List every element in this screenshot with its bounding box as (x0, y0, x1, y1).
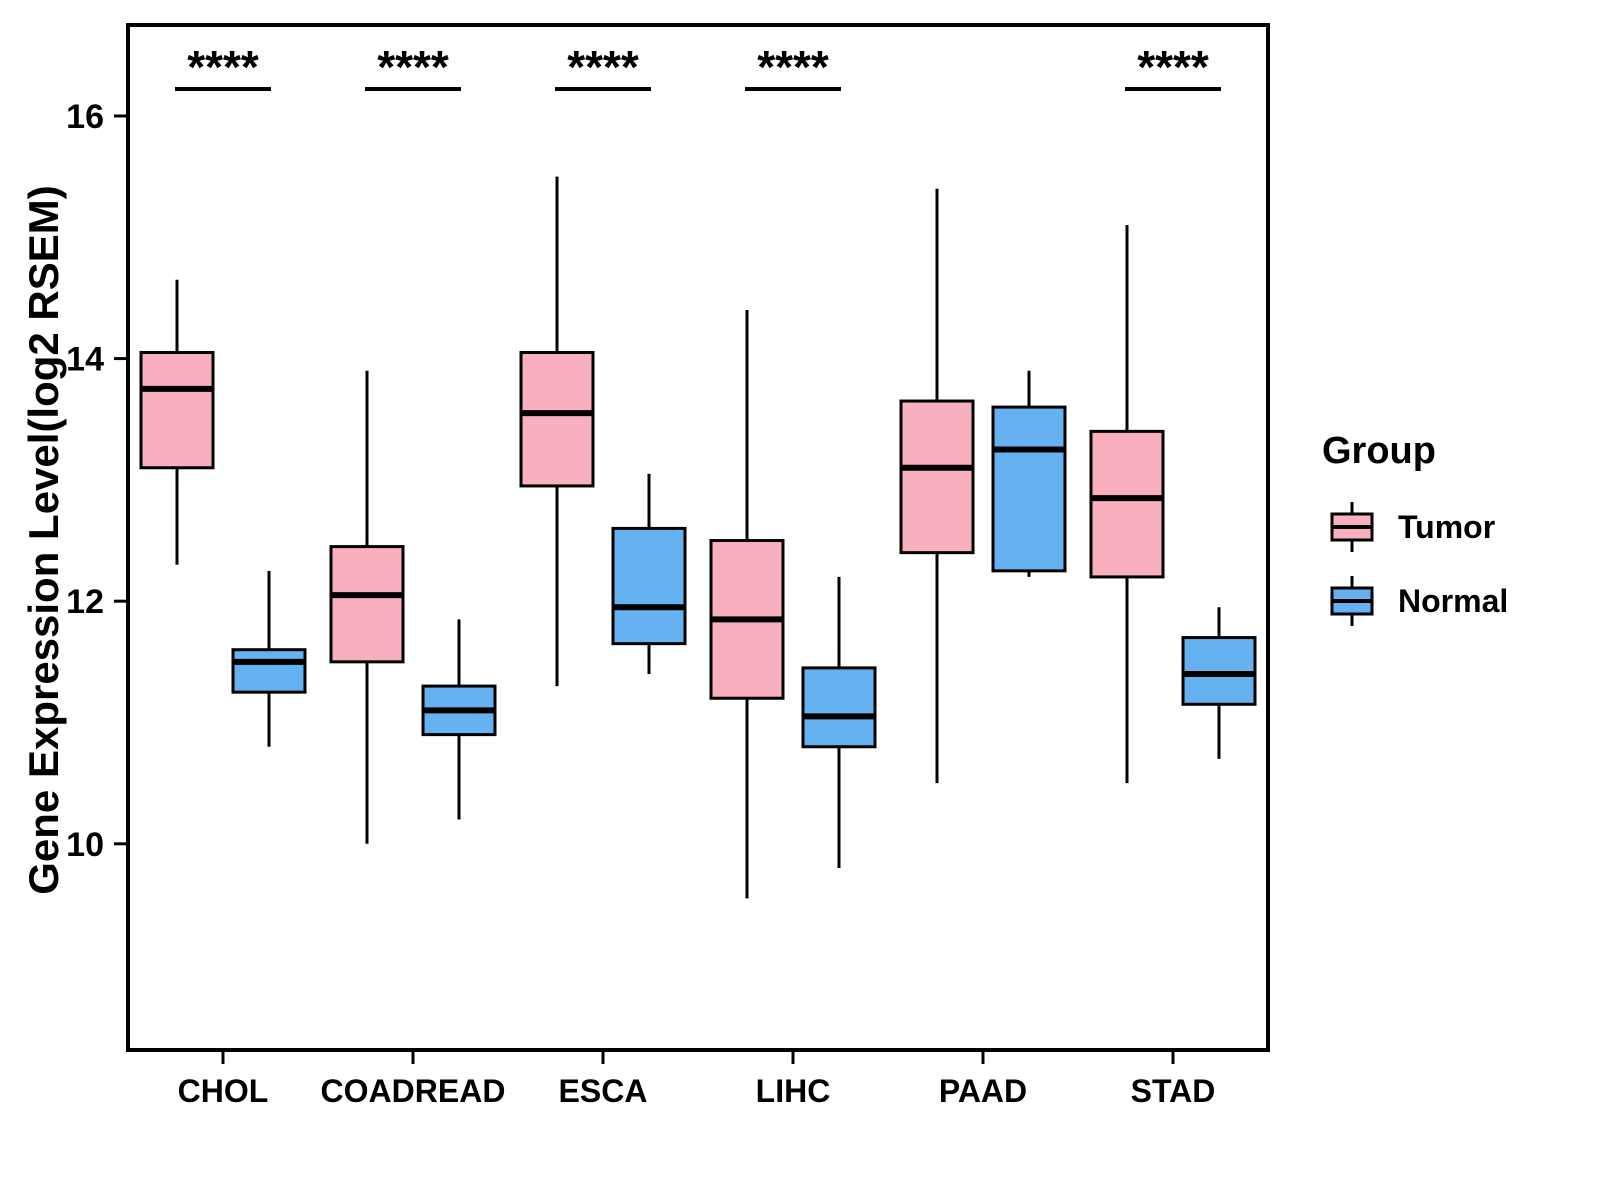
x-category-label: CHOL (178, 1073, 269, 1109)
x-category-label: LIHC (756, 1073, 831, 1109)
significance-stars-coadread: **** (377, 41, 449, 93)
y-tick-label: 14 (66, 341, 104, 379)
legend: Group Tumor Normal (1322, 430, 1508, 647)
plot-area: 10 12 14 16 CHOL COADREAD ESCA LIHC PAAD STAD ****… (66, 23, 1270, 1109)
x-category-label: COADREAD (321, 1073, 506, 1109)
significance-stars-lihc: **** (757, 41, 829, 93)
tumor-box-chol (139, 351, 215, 470)
significance-stars-stad: **** (1137, 41, 1209, 93)
normal-box-stad (1181, 636, 1257, 706)
x-category-label: ESCA (559, 1073, 648, 1109)
normal-box-lihc (801, 666, 877, 749)
legend-title: Group (1322, 430, 1436, 472)
tumor-boxplot-key-icon (1330, 502, 1374, 552)
y-tick-label: 10 (66, 826, 104, 864)
tumor-box-stad (1089, 429, 1165, 579)
x-category-label: STAD (1131, 1073, 1216, 1109)
x-category-label: PAAD (939, 1073, 1027, 1109)
y-tick-label: 16 (66, 98, 104, 136)
significance-stars-chol: **** (187, 41, 259, 93)
legend-label-tumor: Tumor (1398, 508, 1496, 545)
plot-border (126, 23, 1270, 1052)
normal-box-paad (991, 405, 1067, 573)
tumor-box-coadread (329, 545, 405, 664)
normal-box-chol (231, 648, 307, 694)
y-axis-label: Gene Expression Level(log2 RSEM) (20, 185, 67, 895)
legend-entry-tumor: Tumor (1322, 499, 1508, 555)
significance-stars-esca: **** (567, 41, 639, 93)
y-tick-label: 12 (66, 583, 104, 621)
normal-box-esca (611, 526, 687, 646)
legend-entry-normal: Normal (1322, 573, 1508, 629)
tumor-box-paad (899, 399, 975, 555)
legend-label-normal: Normal (1398, 582, 1509, 619)
normal-boxplot-key-icon (1330, 576, 1374, 626)
tumor-box-esca (519, 351, 595, 488)
